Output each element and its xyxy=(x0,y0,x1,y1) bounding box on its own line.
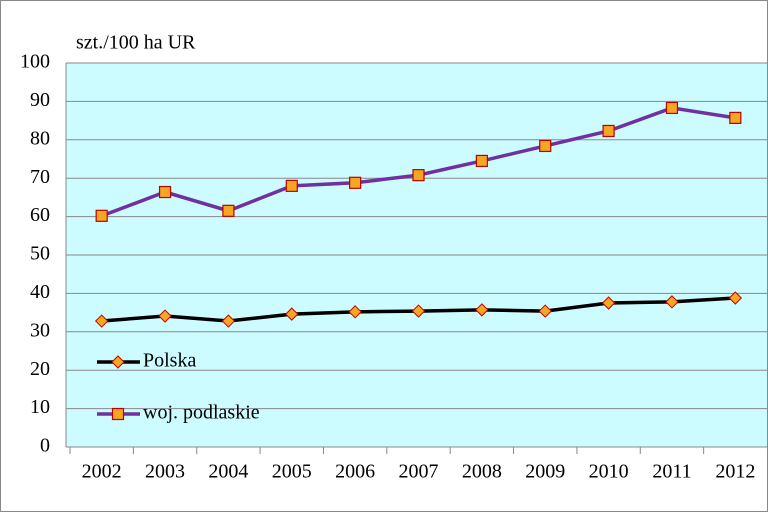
x-tick-label: 2009 xyxy=(525,461,565,483)
legend-label: woj. podlaskie xyxy=(143,402,260,424)
x-tick-label: 2008 xyxy=(462,461,502,483)
data-point xyxy=(729,111,742,125)
y-axis-label: szt./100 ha UR xyxy=(76,32,196,54)
data-point xyxy=(412,169,425,182)
data-point xyxy=(601,296,616,310)
y-tick-label: 30 xyxy=(30,319,50,341)
x-tick-label: 2006 xyxy=(335,461,375,483)
data-point xyxy=(475,154,488,168)
data-point xyxy=(538,304,552,318)
y-tick-label: 90 xyxy=(30,89,50,111)
data-point xyxy=(285,179,298,192)
legend-label: Polska xyxy=(143,350,196,372)
y-tick-label: 40 xyxy=(30,281,50,303)
y-tick-label: 50 xyxy=(30,243,50,265)
x-tick-label: 2004 xyxy=(208,461,248,483)
data-point xyxy=(349,176,362,189)
data-point xyxy=(222,204,235,217)
y-tick-label: 100 xyxy=(20,51,50,73)
data-point xyxy=(665,295,679,309)
data-point xyxy=(95,209,108,222)
data-point xyxy=(221,314,236,328)
x-tick-label: 2011 xyxy=(652,461,691,483)
data-point xyxy=(728,291,743,305)
x-tick-label: 2005 xyxy=(272,461,312,483)
data-point xyxy=(411,304,426,318)
data-point xyxy=(158,185,172,199)
x-tick-label: 2007 xyxy=(399,461,439,483)
data-point xyxy=(348,305,362,319)
data-point xyxy=(94,314,109,328)
data-point xyxy=(285,307,299,321)
data-point xyxy=(602,124,615,138)
data-point xyxy=(539,139,552,153)
x-tick-label: 2012 xyxy=(715,461,755,483)
y-tick-label: 70 xyxy=(30,166,50,188)
x-tick-label: 2002 xyxy=(82,461,122,483)
data-point xyxy=(475,303,489,317)
x-tick-label: 2003 xyxy=(145,461,185,483)
data-point xyxy=(158,309,172,323)
y-tick-label: 0 xyxy=(40,435,50,457)
legend-marker xyxy=(111,407,125,421)
y-tick-label: 10 xyxy=(30,396,50,418)
legend-marker xyxy=(111,355,125,369)
y-tick-label: 20 xyxy=(30,358,50,380)
x-tick-label: 2010 xyxy=(589,461,629,483)
y-tick-label: 80 xyxy=(30,127,50,149)
y-tick-label: 60 xyxy=(30,204,50,226)
data-point xyxy=(665,101,679,115)
